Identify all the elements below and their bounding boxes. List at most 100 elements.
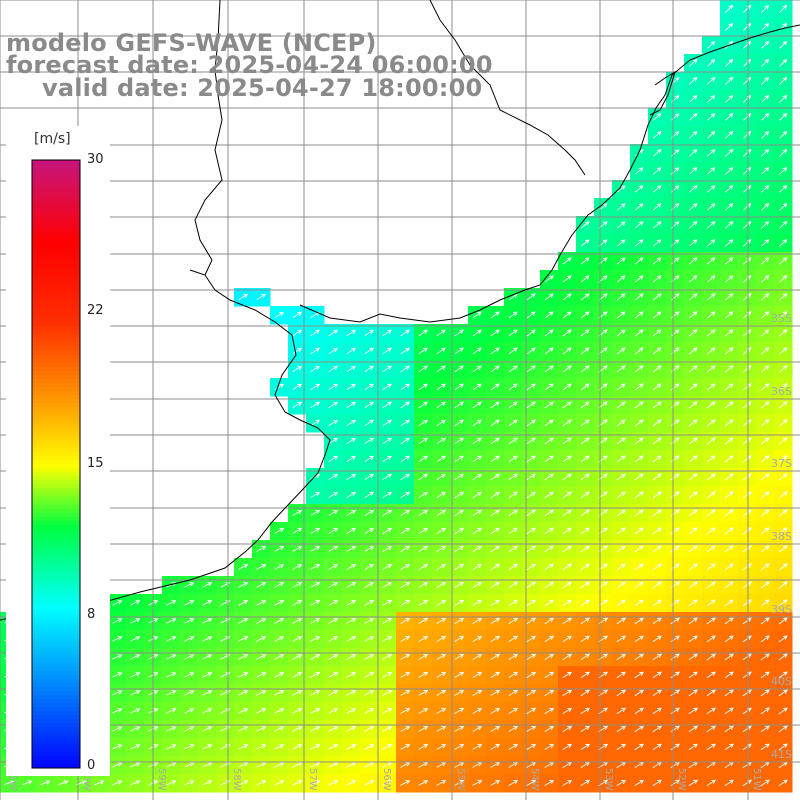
- wind-arrow: [472, 419, 482, 427]
- wind-arrow: [526, 311, 536, 319]
- wind-arrow: [544, 581, 554, 589]
- colorbar-swatch: [32, 362, 80, 368]
- wind-arrow: [364, 672, 375, 678]
- colorbar-swatch: [32, 431, 80, 437]
- wind-arrow: [670, 311, 680, 319]
- wind-arrow: [328, 582, 339, 588]
- wind-arrow: [274, 600, 285, 606]
- wind-arrow: [616, 671, 626, 679]
- wind-arrow: [760, 491, 770, 499]
- wind-arrow: [490, 527, 500, 535]
- wind-arrow: [670, 473, 680, 481]
- wind-arrow: [616, 707, 626, 715]
- wind-arrow: [706, 599, 716, 607]
- wind-arrow: [526, 347, 536, 355]
- wind-arrow: [508, 347, 518, 355]
- wind-arrow: [616, 581, 626, 589]
- wind-arrow: [562, 275, 572, 283]
- wind-arrow: [760, 184, 770, 193]
- wind-arrow: [454, 509, 464, 517]
- wind-arrow: [526, 383, 536, 391]
- wind-arrow: [724, 112, 734, 121]
- wind-arrow: [562, 509, 572, 517]
- wind-arrow: [364, 383, 374, 391]
- wind-arrow: [526, 726, 537, 732]
- wind-arrow: [490, 365, 500, 373]
- colorbar-swatch: [32, 601, 80, 607]
- wind-arrow: [580, 419, 590, 427]
- wind-arrow: [634, 275, 644, 283]
- wind-arrow: [562, 401, 572, 409]
- wind-arrow: [761, 221, 770, 229]
- wind-arrow: [364, 473, 375, 480]
- wind-arrow: [562, 329, 572, 337]
- wind-arrow: [760, 653, 770, 661]
- colorbar-swatch: [32, 237, 80, 242]
- colorbar-swatch: [32, 614, 80, 619]
- lat-label: 36S: [771, 385, 792, 398]
- wind-arrow: [292, 762, 303, 768]
- wind-arrow: [310, 528, 321, 534]
- wind-arrow: [292, 383, 303, 390]
- wind-arrow: [292, 564, 303, 570]
- wind-arrow: [400, 708, 411, 714]
- wind-arrow: [292, 546, 303, 552]
- wind-arrow: [778, 545, 788, 553]
- wind-arrow: [778, 599, 788, 607]
- wind-arrow: [580, 743, 591, 750]
- wind-arrow: [472, 545, 482, 553]
- wind-arrow: [94, 780, 105, 786]
- wind-arrow: [706, 455, 716, 463]
- wind-arrow: [472, 509, 482, 517]
- wind-arrow: [130, 744, 141, 750]
- wind-arrow: [238, 600, 249, 606]
- wind-arrow: [400, 780, 411, 786]
- wind-arrow: [580, 257, 590, 265]
- wind-arrow: [328, 762, 339, 768]
- wind-arrow: [364, 401, 374, 409]
- colorbar-swatch: [32, 208, 80, 214]
- wind-arrow: [166, 672, 177, 678]
- wind-arrow: [382, 509, 393, 516]
- colorbar-swatch: [32, 451, 80, 457]
- wind-arrow: [652, 131, 662, 139]
- wind-arrow: [472, 347, 482, 355]
- wind-arrow: [112, 762, 123, 768]
- wind-arrow: [580, 347, 590, 355]
- lat-label: 37S: [771, 457, 792, 470]
- wind-arrow: [670, 689, 680, 697]
- wind-arrow: [508, 581, 518, 589]
- colorbar-swatch: [32, 516, 80, 522]
- wind-arrow: [562, 491, 572, 499]
- wind-arrow: [292, 582, 303, 588]
- colorbar-swatch: [32, 743, 80, 749]
- wind-arrow: [382, 564, 393, 570]
- wind-arrow: [562, 437, 572, 445]
- wind-arrow: [436, 690, 447, 696]
- wind-arrow: [706, 383, 716, 391]
- wind-arrow: [400, 545, 411, 552]
- colorbar-swatch: [32, 435, 80, 441]
- lon-label: 56W: [381, 768, 392, 791]
- wind-arrow: [526, 744, 537, 750]
- wind-arrow: [238, 690, 249, 696]
- wind-arrow: [634, 203, 644, 211]
- colorbar-swatch: [32, 281, 80, 287]
- wind-arrow: [454, 365, 464, 373]
- wind-arrow: [616, 365, 626, 373]
- wind-arrow: [616, 257, 626, 265]
- wind-arrow: [238, 636, 249, 642]
- colorbar-swatch: [32, 605, 80, 611]
- wind-arrow: [310, 744, 321, 750]
- colorbar-swatch: [32, 707, 80, 712]
- colorbar-swatch: [32, 354, 80, 360]
- wind-arrow: [724, 419, 734, 427]
- wind-arrow: [328, 780, 339, 786]
- wind-arrow: [364, 618, 375, 624]
- wind-arrow: [274, 780, 285, 786]
- wind-arrow: [454, 762, 465, 768]
- colorbar-swatch: [32, 508, 80, 514]
- wind-arrow: [779, 94, 788, 103]
- colorbar-swatch: [32, 468, 80, 473]
- wind-arrow: [761, 40, 770, 49]
